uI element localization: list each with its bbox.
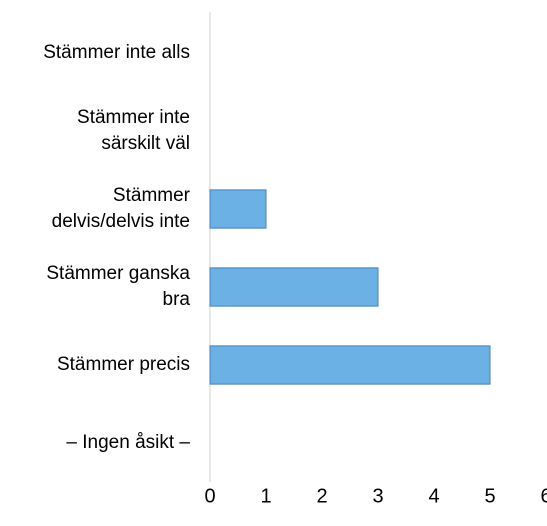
y-tick-label: Stämmer precis [57,354,190,375]
x-tick-label: 1 [260,485,271,507]
bar [209,189,267,229]
bar [209,345,491,385]
y-tick-label: Stämmer inte särskilt väl [77,107,190,154]
x-tick-label: 6 [540,485,547,507]
x-tick-label: 3 [372,485,383,507]
bar [209,267,379,307]
y-tick-label: Stämmer ganska bra [46,263,190,310]
y-tick-label: Stämmer delvis/delvis inte [52,185,191,232]
x-tick-label: 5 [484,485,495,507]
x-tick-label: 0 [204,485,215,507]
y-tick-label: Stämmer inte alls [43,42,190,63]
x-tick-label: 4 [428,485,439,507]
x-tick-label: 2 [316,485,327,507]
y-tick-label: – Ingen åsikt – [66,432,190,453]
